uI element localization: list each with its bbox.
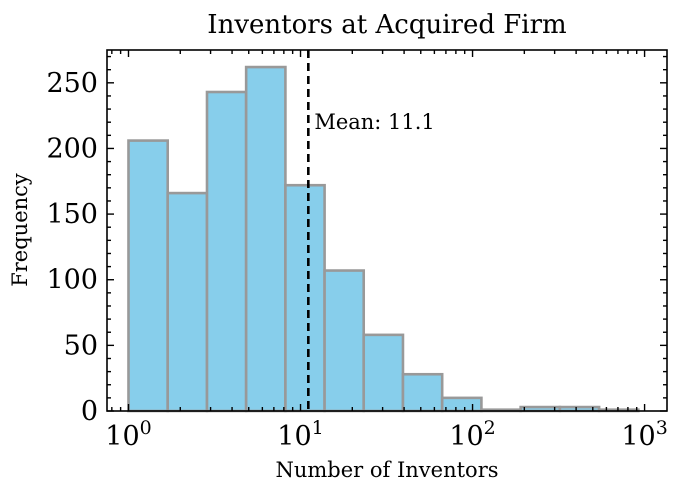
histogram-bar [284,183,326,413]
x-tick-base: 10 [105,421,139,452]
x-tick-label: 102 [449,417,495,452]
x-tick-label: 100 [105,417,151,452]
chart-title: Inventors at Acquired Firm [207,10,566,40]
x-tick-base: 10 [621,421,655,452]
y-tick-label: 50 [64,330,98,361]
histogram-bar [440,396,483,413]
x-tick-labels: 100 101 102 103 [105,417,668,452]
histogram-bar [323,269,366,413]
x-tick-label: 103 [621,417,667,452]
histogram-bar [205,90,248,413]
x-tick-label: 101 [277,417,323,452]
y-tick-label: 250 [46,68,98,99]
histogram-bar [127,139,169,413]
x-tick-exponent: 3 [656,417,668,439]
y-tick-label: 0 [81,396,98,427]
x-axis-label: Number of Inventors [275,458,498,482]
histogram-bar [401,372,444,413]
y-axis-label: Frequency [8,173,32,287]
y-tick-labels: 0 50 100 150 200 250 [46,68,98,427]
x-tick-exponent: 2 [484,417,496,439]
mean-label: Mean: 11.1 [314,110,434,134]
histogram-bar [362,333,405,413]
y-tick-label: 200 [46,133,98,164]
y-tick-label: 100 [46,265,98,296]
x-tick-base: 10 [449,421,483,452]
plot-frame [106,49,668,412]
x-tick-exponent: 0 [140,417,152,439]
bars-group [127,65,640,413]
x-tick-base: 10 [277,421,311,452]
histogram-bar [166,191,209,413]
y-tick-label: 150 [46,199,98,230]
histogram-bar [244,65,287,413]
x-tick-exponent: 1 [312,417,324,439]
